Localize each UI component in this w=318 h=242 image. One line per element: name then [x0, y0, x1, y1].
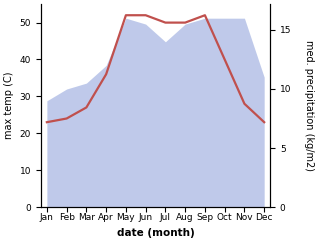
- Y-axis label: max temp (C): max temp (C): [4, 72, 14, 139]
- X-axis label: date (month): date (month): [117, 228, 194, 238]
- Y-axis label: med. precipitation (kg/m2): med. precipitation (kg/m2): [304, 40, 314, 171]
